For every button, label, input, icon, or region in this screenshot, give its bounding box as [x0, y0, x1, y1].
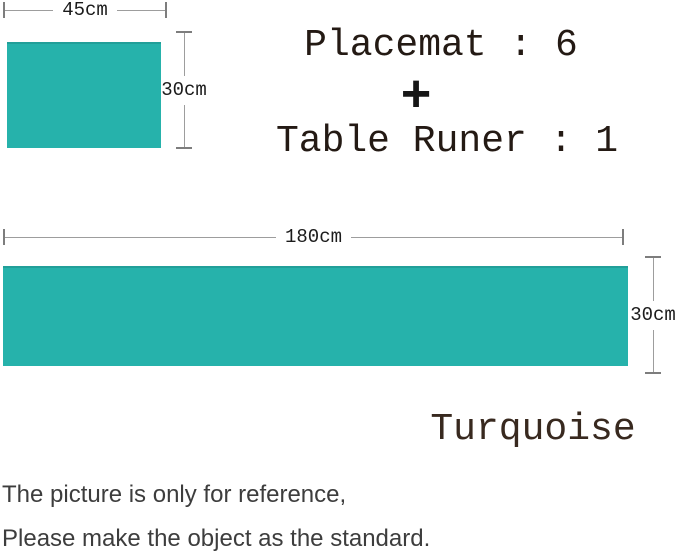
dimension-end-cap	[645, 372, 661, 374]
placemat-swatch	[7, 42, 161, 148]
dimension-end-cap	[176, 31, 192, 33]
dimension-line	[652, 329, 654, 372]
runner-swatch	[3, 266, 628, 366]
runner-height-label: 30cm	[630, 303, 676, 326]
dimension-end-cap	[645, 256, 661, 258]
placemat-count-heading: Placemat : 6	[304, 24, 578, 67]
dimension-end-tick	[3, 229, 5, 245]
placemat-height-label: 30cm	[161, 78, 207, 101]
placemat-height-dimension: 30cm	[161, 31, 207, 149]
dimension-line	[5, 236, 276, 238]
placemat-width-label: 45cm	[62, 0, 108, 21]
runner-length-label: 180cm	[285, 225, 343, 248]
dimension-end-tick	[165, 2, 168, 18]
dimension-line	[652, 258, 654, 301]
dimension-line	[183, 104, 185, 147]
dimension-end-tick	[3, 2, 5, 18]
placemat-width-dimension: 45cm	[3, 0, 168, 21]
runner-height-dimension: 30cm	[630, 256, 676, 374]
plus-sign: +	[400, 65, 432, 123]
dimension-end-cap	[176, 147, 192, 149]
disclaimer-line-1: The picture is only for reference,	[2, 481, 347, 508]
dimension-line	[5, 9, 54, 11]
dimension-line	[116, 9, 166, 11]
runner-length-dimension: 180cm	[3, 225, 625, 248]
dimension-end-tick	[622, 229, 625, 245]
runner-count-heading: Table Runer : 1	[275, 120, 619, 163]
disclaimer-line-2: Please make the object as the standard.	[2, 525, 431, 552]
color-name-label: Turquoise	[430, 408, 636, 451]
dimension-line	[183, 33, 185, 76]
dimension-line	[351, 236, 623, 238]
